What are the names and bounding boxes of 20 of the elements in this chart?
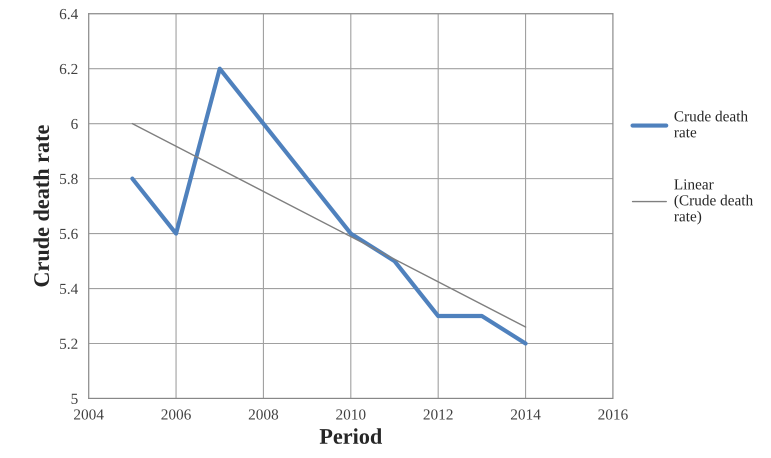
- x-tick-label: 2016: [598, 409, 628, 420]
- y-axis-title: Crude death rate: [33, 125, 50, 286]
- legend-label: Linear (Crude death rate): [674, 179, 753, 225]
- x-tick-label: 2014: [510, 409, 541, 420]
- y-tick-label: 5.6: [60, 228, 78, 240]
- x-tick-label: 2008: [248, 409, 278, 420]
- x-axis-title: Period: [320, 428, 382, 444]
- y-tick-label: 5.2: [60, 338, 78, 350]
- x-tick-label: 2006: [161, 409, 191, 420]
- x-tick-label: 2012: [424, 409, 453, 420]
- y-tick-label: 5.4: [60, 284, 78, 294]
- y-tick-label: 6.4: [60, 8, 78, 20]
- x-tick-label: 2010: [336, 409, 366, 420]
- y-tick-label: 6.2: [60, 64, 78, 74]
- y-tick-label: 5: [71, 394, 78, 404]
- line-series: [130, 66, 528, 346]
- legend-label: Crude death rate: [674, 110, 748, 138]
- y-tick-label: 5.8: [60, 174, 78, 184]
- y-tick-label: 6: [71, 118, 78, 130]
- x-tick-label: 2004: [74, 409, 104, 420]
